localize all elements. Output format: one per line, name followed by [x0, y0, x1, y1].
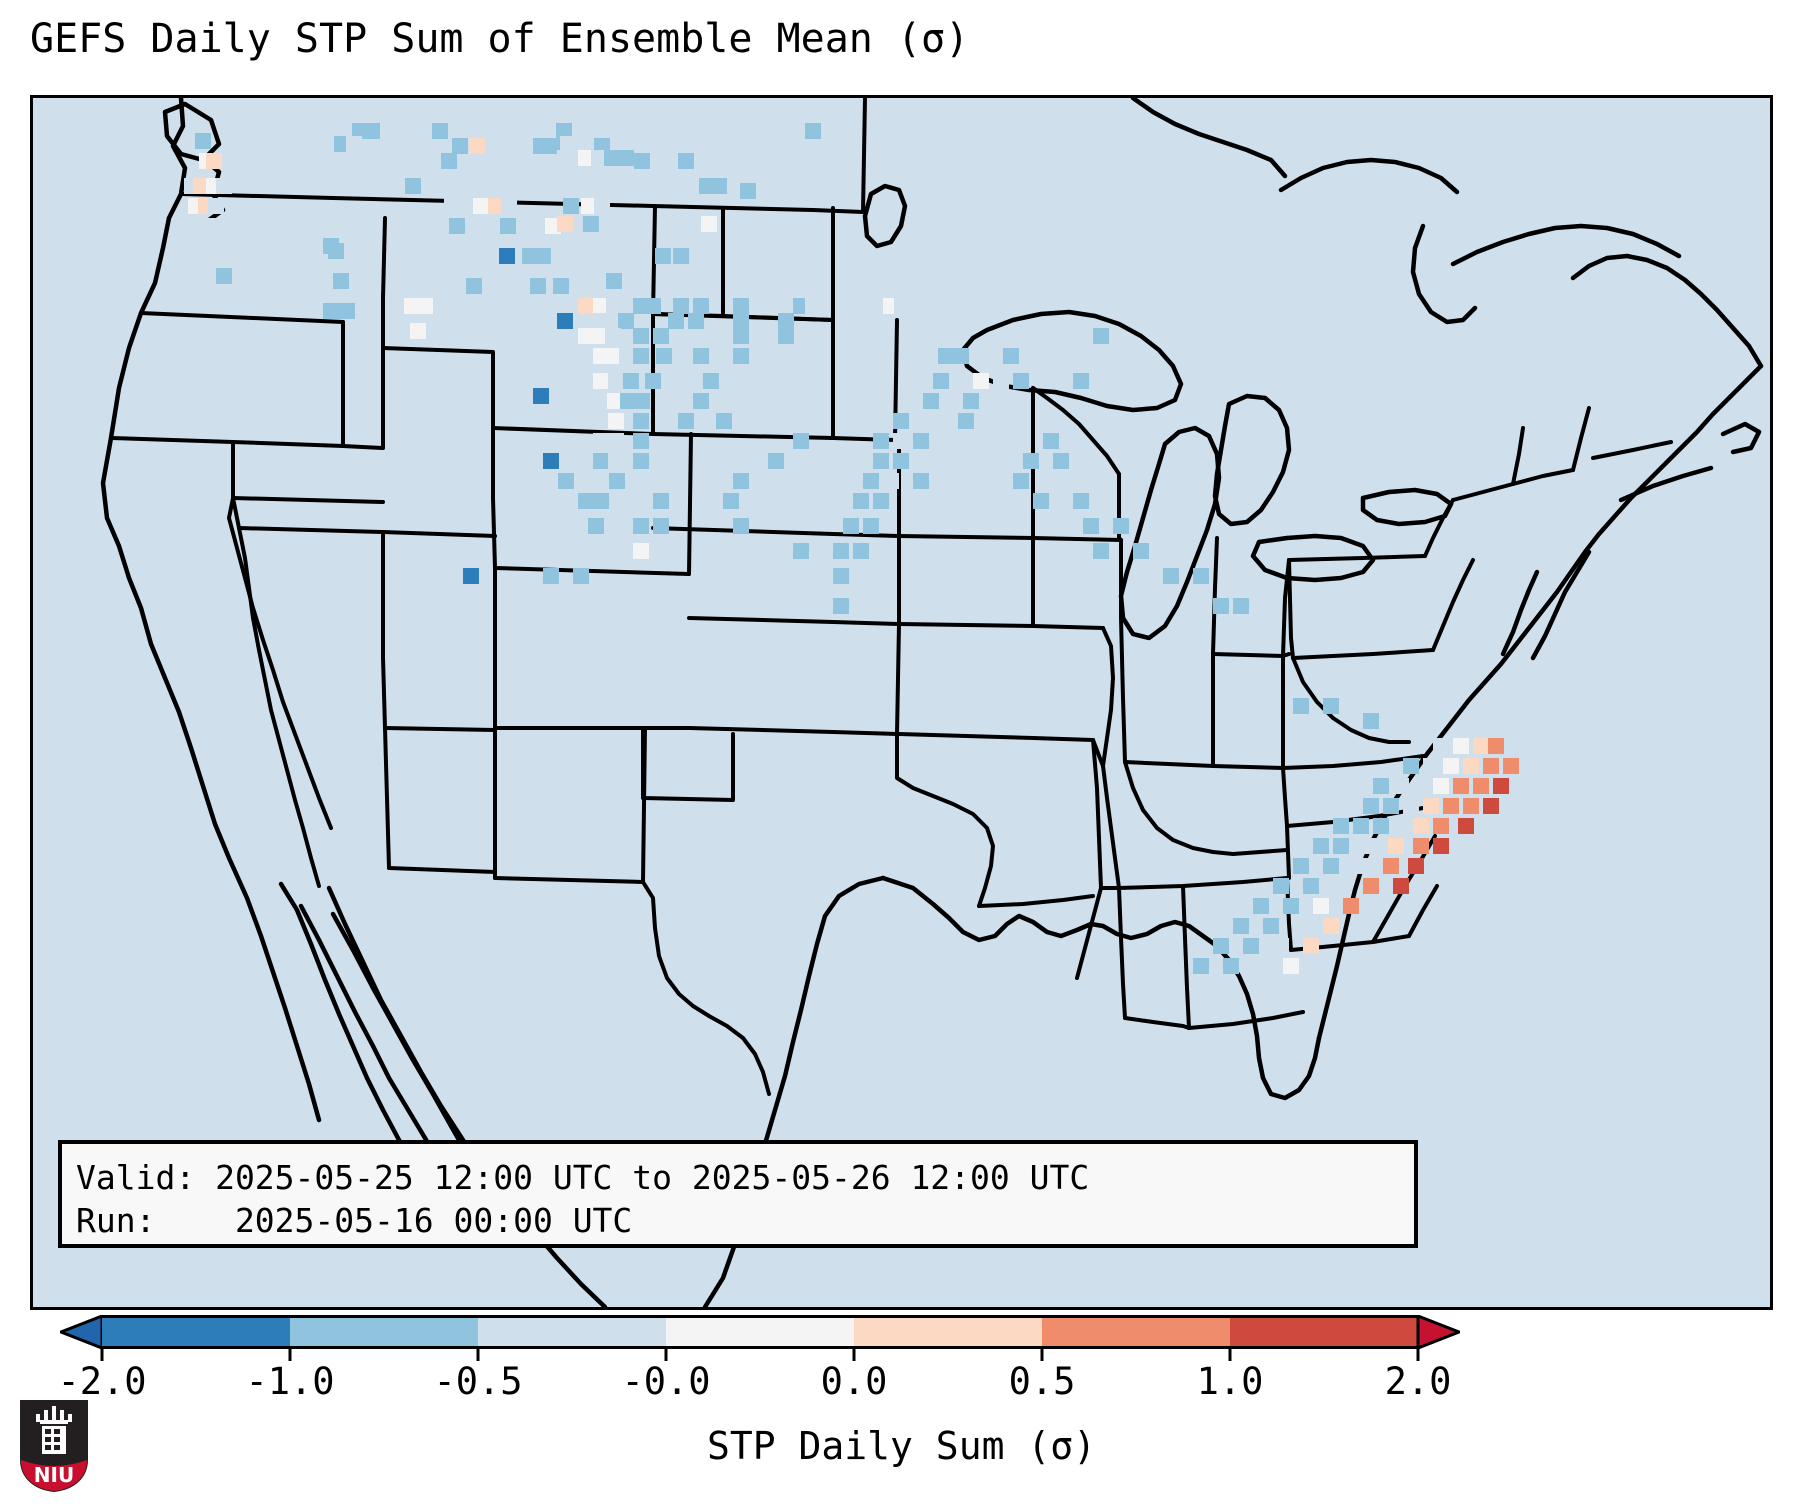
- colorbar-tick-label: -0.0: [621, 1360, 711, 1403]
- colorbar-outline: [102, 1315, 1418, 1349]
- colorbar-tick-label: -0.5: [433, 1360, 523, 1403]
- lake-ontario: [1360, 487, 1454, 527]
- colorbar-axis-label: STP Daily Sum (σ): [0, 1424, 1803, 1468]
- coastline-delmarva: [1530, 549, 1592, 661]
- state-borders: [109, 98, 1673, 1096]
- colorbar-tick-label: 1.0: [1196, 1360, 1264, 1403]
- map-plot-area[interactable]: [30, 95, 1773, 1310]
- colorbar-over-arrow: [1416, 1315, 1460, 1351]
- coastline-gulf-us: [880, 875, 1322, 1101]
- colorbar-swatches: [60, 1315, 1460, 1361]
- coastline-cape-cod: [1720, 421, 1762, 455]
- coastline-puget: [202, 157, 226, 223]
- colorbar-band: [854, 1316, 1043, 1348]
- map-geography: [100, 98, 1764, 1307]
- niu-logo-text: NIU: [34, 1463, 74, 1487]
- colorbar-tick-label: 0.0: [820, 1360, 888, 1403]
- valid-time-line: Valid: 2025-05-25 12:00 UTC to 2025-05-2…: [76, 1158, 1090, 1197]
- coastline-atlantic: [1316, 363, 1764, 1041]
- colorbar[interactable]: [60, 1315, 1460, 1361]
- lake-erie: [1250, 533, 1376, 583]
- coastline-mexico-west: [326, 885, 608, 1307]
- colorbar-band: [478, 1316, 667, 1348]
- coastline-canada-north: [1130, 98, 1288, 179]
- coastline-bay-shape: [1410, 223, 1478, 325]
- coastline-canada-ne: [1570, 253, 1764, 369]
- title-text: GEFS Daily STP Sum of Ensemble Mean (σ): [30, 16, 970, 62]
- colorbar-tick-label: -1.0: [245, 1360, 335, 1403]
- lake-winnipeg-ish: [862, 183, 908, 249]
- run-time-line: Run: 2025-05-16 00:00 UTC: [76, 1201, 633, 1240]
- lake-huron: [1212, 393, 1292, 527]
- colorbar-band: [102, 1316, 291, 1348]
- lake-superior: [960, 309, 1184, 413]
- lake-michigan: [1118, 425, 1222, 641]
- coastline-stlawrence: [1450, 223, 1682, 267]
- coastline-hudson-ish: [1278, 157, 1460, 195]
- colorbar-tick-label: -2.0: [57, 1360, 147, 1403]
- colorbar-band: [666, 1316, 855, 1348]
- coastline-vancouver-island: [162, 101, 222, 163]
- colorbar-tick-label: 2.0: [1384, 1360, 1452, 1403]
- forecast-info-box: Valid: 2025-05-25 12:00 UTC to 2025-05-2…: [58, 1140, 1418, 1248]
- colorbar-band: [1042, 1316, 1231, 1348]
- colorbar-band: [1230, 1316, 1419, 1348]
- coastline-longisland: [1618, 465, 1714, 503]
- colorbar-label-text: STP Daily Sum (σ): [707, 1424, 1096, 1468]
- page-title: GEFS Daily STP Sum of Ensemble Mean (σ): [30, 16, 969, 62]
- colorbar-under-arrow: [60, 1315, 104, 1351]
- niu-logo: NIU: [20, 1400, 88, 1492]
- colorbar-tick-label: 0.5: [1008, 1360, 1076, 1403]
- coastline-chesapeake: [1500, 569, 1540, 657]
- coastline-westcoast: [100, 98, 322, 1123]
- colorbar-band: [290, 1316, 479, 1348]
